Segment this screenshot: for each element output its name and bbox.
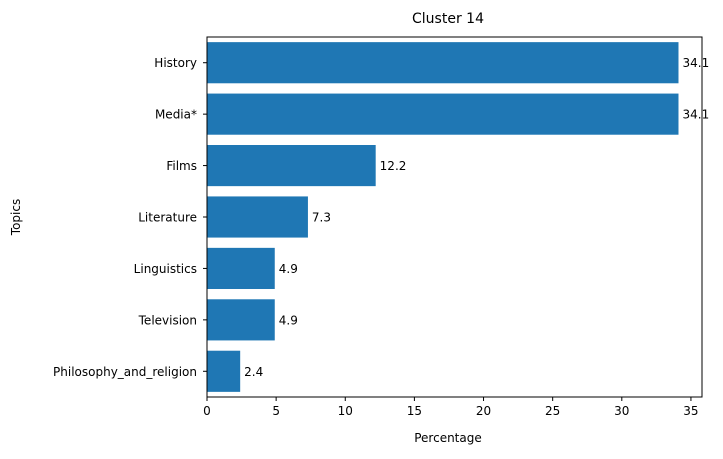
bar <box>207 350 241 392</box>
bar-value-label: 4.9 <box>279 313 298 327</box>
x-tick-label: 20 <box>476 404 491 418</box>
y-tick-label: Philosophy_and_religion <box>53 365 197 379</box>
bar-value-label: 34.1 <box>682 56 709 70</box>
bars-layer <box>207 42 679 392</box>
y-tick-label: Films <box>166 159 197 173</box>
bar-value-label: 34.1 <box>682 108 709 122</box>
x-tick-label: 5 <box>272 404 280 418</box>
y-tick-label: History <box>154 56 197 70</box>
chart-title: Cluster 14 <box>412 11 484 27</box>
bar <box>207 196 308 238</box>
y-tick-label: Media* <box>155 108 197 122</box>
bar <box>207 299 275 341</box>
bar-value-label: 2.4 <box>244 365 263 379</box>
x-tick-label: 10 <box>338 404 353 418</box>
bar-value-label: 4.9 <box>279 262 298 276</box>
bar <box>207 247 275 289</box>
x-tick-label: 30 <box>614 404 629 418</box>
x-tick-label: 35 <box>683 404 698 418</box>
y-tick-label: Television <box>138 313 197 327</box>
bar <box>207 145 376 187</box>
bar-value-label: 7.3 <box>312 211 331 225</box>
bar-value-label: 12.2 <box>380 159 407 173</box>
y-tick-label: Linguistics <box>134 262 197 276</box>
bar <box>207 93 679 135</box>
x-axis-label: Percentage <box>414 431 482 445</box>
x-tick-label: 15 <box>407 404 422 418</box>
plot-frame <box>206 36 703 398</box>
x-tick-label: 0 <box>203 404 211 418</box>
data-labels-layer: 34.1 34.1 12.2 7.3 4.9 4.9 2.4 <box>244 56 709 379</box>
y-axis-label: Topics <box>9 199 23 236</box>
x-tick-label: 25 <box>545 404 560 418</box>
y-tick-label: Literature <box>138 211 197 225</box>
bar <box>207 42 679 84</box>
y-axis-ticks: History Media* Films Literature Linguistics T… <box>53 56 207 379</box>
x-axis-ticks: 0 5 10 15 20 25 30 35 <box>203 397 699 418</box>
